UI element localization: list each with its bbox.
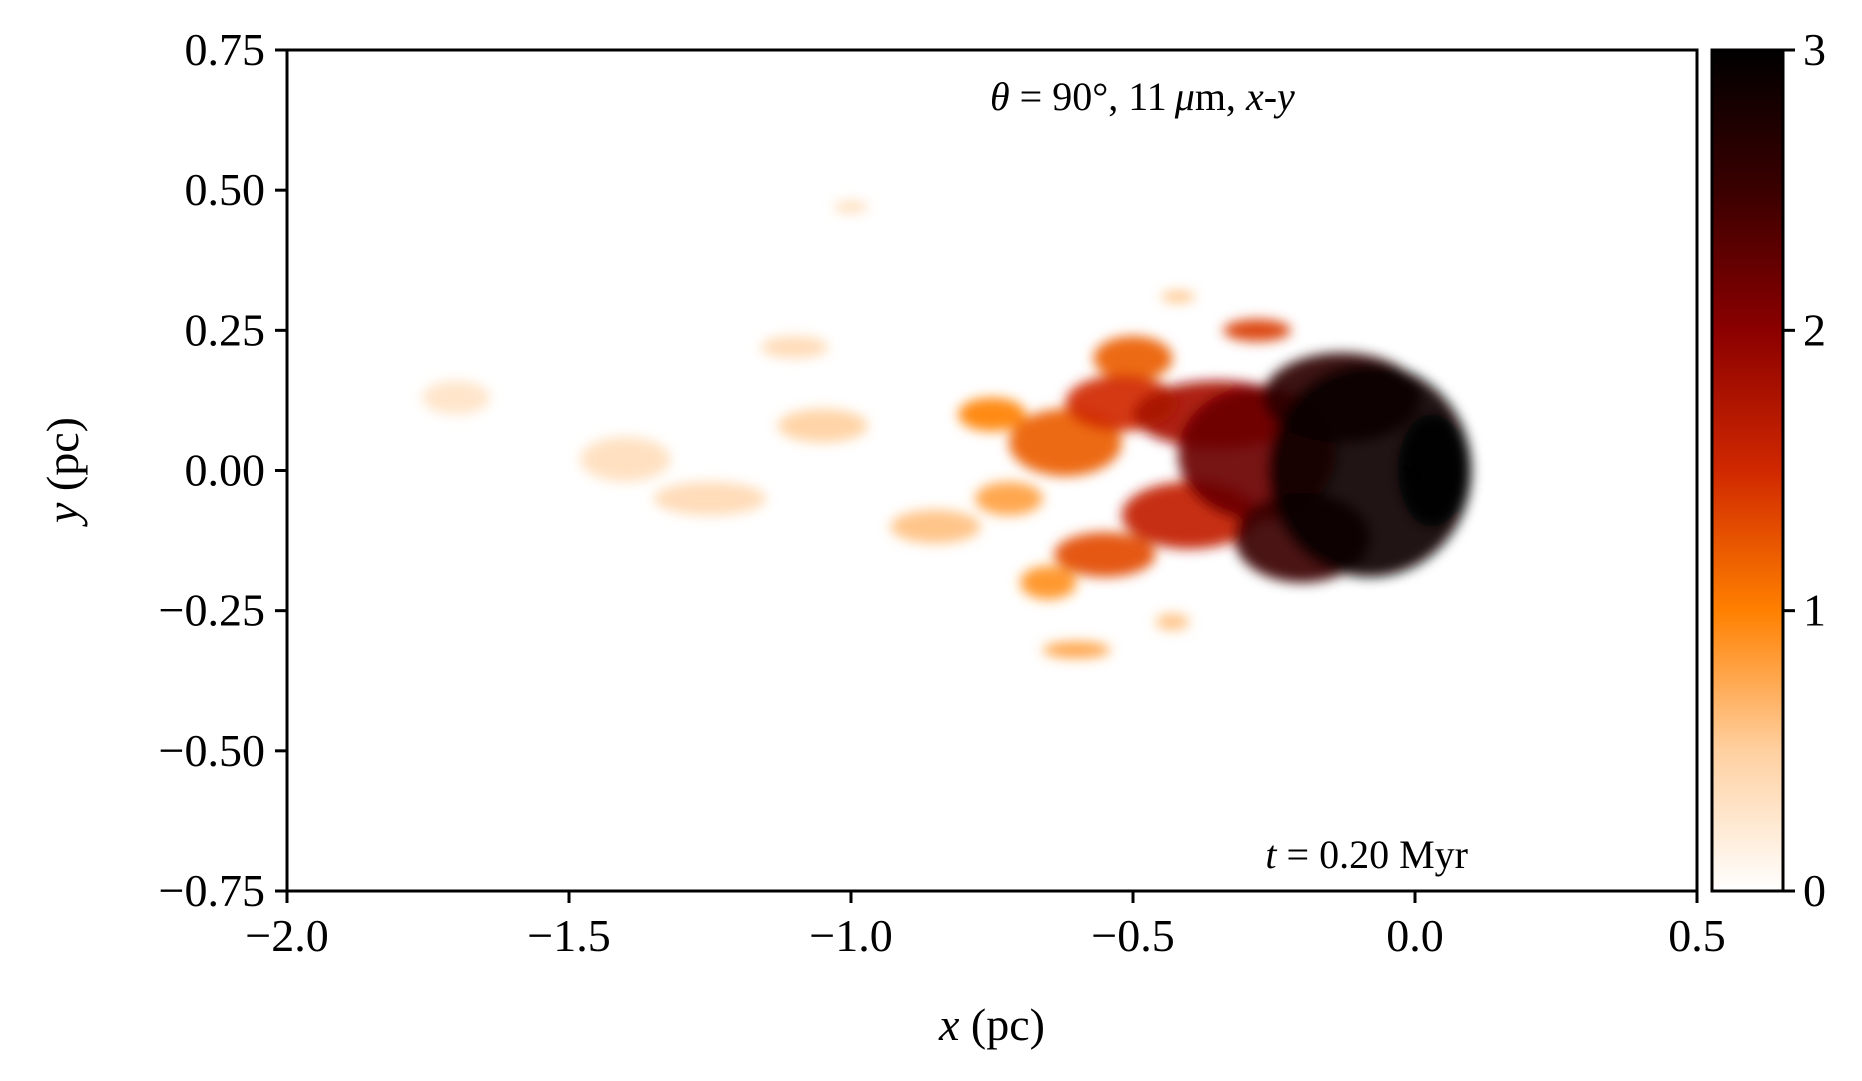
y-tick-label: 0.50 xyxy=(185,164,266,215)
annotation-top: θ = 90°, 11 μm, x-y xyxy=(990,74,1295,119)
heatmap-blob xyxy=(580,436,671,482)
heatmap-blob xyxy=(653,481,767,516)
heatmap-blob xyxy=(760,335,829,359)
y-tick-label: −0.75 xyxy=(159,865,265,916)
heatmap-blob xyxy=(1020,565,1077,600)
annotation-theta: θ xyxy=(990,74,1010,119)
heatmap-image xyxy=(422,201,1472,659)
heatmap-blob xyxy=(422,380,491,415)
colorbar-tick-label: 3 xyxy=(1803,24,1826,75)
y-tick-label: 0.75 xyxy=(185,24,266,75)
heatmap-blob xyxy=(1398,414,1466,527)
annotation-angle: = 90°, 11 xyxy=(1010,74,1175,119)
x-tick-label: 0.5 xyxy=(1668,910,1726,961)
heatmap-blob xyxy=(975,481,1043,516)
y-tick-label: −0.50 xyxy=(159,725,265,776)
star-marker-layer: ★ xyxy=(1400,454,1430,491)
heatmap-blob xyxy=(777,408,868,443)
plot-frame xyxy=(285,48,1699,893)
colorbar-fill xyxy=(1712,50,1783,891)
heatmap-blob xyxy=(1223,319,1291,342)
annotation-mu: μ xyxy=(1174,74,1195,119)
x-tick-label: −1.0 xyxy=(809,910,892,961)
x-axis-label-var: x xyxy=(938,999,960,1050)
star-marker: ★ xyxy=(1400,454,1430,491)
y-axis-ticks: −0.75 −0.50 −0.25 0.00 0.25 0.50 0.75 xyxy=(159,24,287,916)
heatmap-blob xyxy=(1155,613,1190,631)
colorbar-frame xyxy=(1710,48,1785,893)
annotation-bottom: t = 0.20 Myr xyxy=(1265,832,1468,877)
colorbar-ticks: 0 1 2 3 xyxy=(1783,24,1826,916)
annotation-unit: m, xyxy=(1195,74,1246,119)
heatmap-blob xyxy=(1093,335,1173,381)
colorbar-tick-label: 1 xyxy=(1803,585,1826,636)
x-tick-label: −0.5 xyxy=(1091,910,1174,961)
annotation-time-value: = 0.20 Myr xyxy=(1277,832,1468,877)
y-axis-label-var: y xyxy=(37,502,88,527)
x-axis-label-unit: (pc) xyxy=(959,999,1045,1050)
x-axis-ticks: −2.0 −1.5 −1.0 −0.5 0.0 0.5 xyxy=(245,891,1726,961)
heatmap-blob xyxy=(1042,641,1111,659)
heatmap-blob xyxy=(958,397,1026,432)
x-axis-label: x (pc) xyxy=(938,999,1045,1050)
colorbar-tick-label: 2 xyxy=(1803,304,1826,355)
y-tick-label: 0.25 xyxy=(185,304,266,355)
y-axis-label-unit: (pc) xyxy=(37,417,88,503)
x-tick-label: −1.5 xyxy=(527,910,610,961)
x-tick-label: 0.0 xyxy=(1386,910,1444,961)
annotation-projection: x-y xyxy=(1245,74,1295,119)
heatmap-blob xyxy=(1054,532,1156,578)
annotation-time-symbol: t xyxy=(1265,832,1277,877)
heatmap-blob xyxy=(834,201,868,213)
y-tick-label: −0.25 xyxy=(159,585,265,636)
heatmap-blob xyxy=(1268,363,1472,578)
heatmap-blob xyxy=(890,509,981,544)
y-tick-label: 0.00 xyxy=(185,445,266,496)
heatmap-blob xyxy=(1161,291,1196,303)
x-tick-label: −2.0 xyxy=(245,910,328,961)
y-axis-label: y (pc) xyxy=(37,417,88,527)
colorbar-tick-label: 0 xyxy=(1803,865,1826,916)
